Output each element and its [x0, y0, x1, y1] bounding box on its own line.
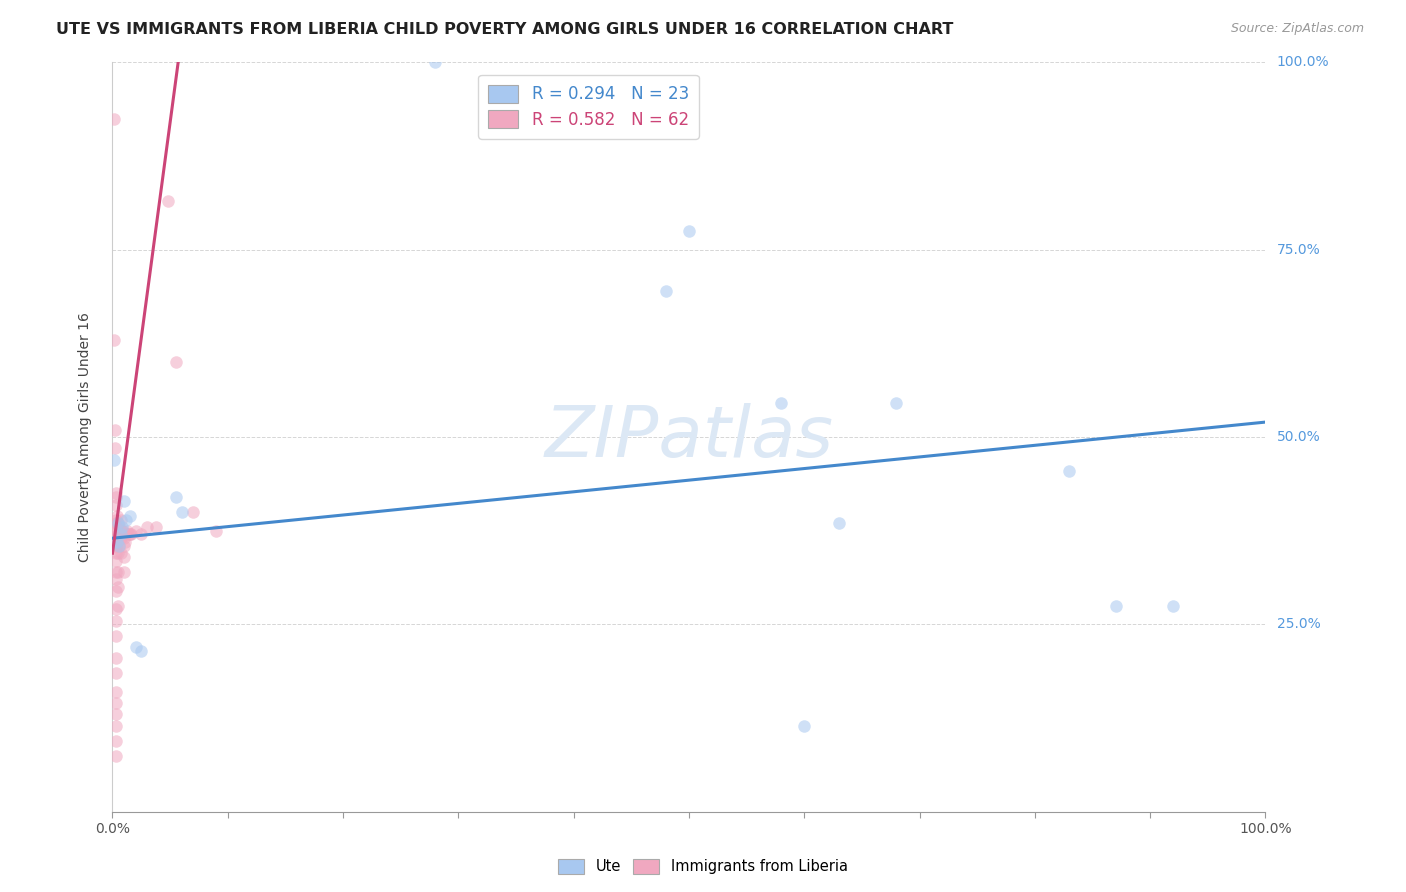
Point: [111, 524, 134, 538]
Point: [107, 516, 129, 531]
Point: [104, 733, 127, 747]
Point: [104, 718, 127, 732]
Point: [108, 539, 131, 553]
Point: [678, 224, 700, 238]
Point: [181, 505, 204, 519]
Point: [107, 527, 129, 541]
Point: [655, 284, 678, 298]
Point: [107, 546, 129, 560]
Point: [156, 194, 179, 208]
Point: [104, 602, 127, 616]
Point: [120, 527, 142, 541]
Point: [110, 546, 132, 560]
Point: [1104, 599, 1126, 613]
Point: [104, 516, 127, 531]
Point: [103, 452, 125, 467]
Point: [110, 512, 132, 526]
Point: [104, 748, 127, 763]
Point: [108, 520, 131, 534]
Text: 25.0%: 25.0%: [1277, 617, 1320, 632]
Text: UTE VS IMMIGRANTS FROM LIBERIA CHILD POVERTY AMONG GIRLS UNDER 16 CORRELATION CH: UTE VS IMMIGRANTS FROM LIBERIA CHILD POV…: [56, 22, 953, 37]
Text: Source: ZipAtlas.com: Source: ZipAtlas.com: [1230, 22, 1364, 36]
Point: [104, 535, 127, 549]
Point: [124, 524, 146, 538]
Point: [111, 520, 134, 534]
Point: [112, 531, 135, 545]
Point: [136, 520, 159, 534]
Point: [105, 524, 128, 538]
Point: [104, 583, 127, 598]
Point: [165, 490, 187, 504]
Point: [117, 524, 139, 538]
Point: [104, 666, 127, 681]
Point: [104, 554, 127, 568]
Point: [165, 355, 187, 369]
Point: [108, 539, 131, 553]
Y-axis label: Child Poverty Among Girls Under 16: Child Poverty Among Girls Under 16: [77, 312, 91, 562]
Point: [104, 685, 127, 699]
Point: [114, 535, 136, 549]
Point: [1059, 464, 1081, 478]
Text: 75.0%: 75.0%: [1277, 243, 1320, 257]
Point: [104, 490, 127, 504]
Point: [104, 498, 127, 512]
Point: [104, 651, 127, 665]
Point: [105, 535, 128, 549]
Text: 100.0%: 100.0%: [1277, 55, 1330, 70]
Point: [103, 333, 125, 347]
Point: [770, 396, 793, 410]
Point: [170, 505, 193, 519]
Point: [104, 512, 127, 526]
Point: [1161, 599, 1184, 613]
Point: [124, 640, 146, 654]
Point: [115, 512, 138, 526]
Text: 50.0%: 50.0%: [1277, 430, 1320, 444]
Point: [104, 524, 127, 538]
Legend: R = 0.294   N = 23, R = 0.582   N = 62: R = 0.294 N = 23, R = 0.582 N = 62: [478, 75, 699, 138]
Point: [117, 527, 139, 541]
Point: [105, 535, 128, 549]
Point: [118, 508, 141, 523]
Point: [793, 718, 815, 732]
Point: [104, 539, 127, 553]
Point: [118, 527, 141, 541]
Point: [205, 524, 228, 538]
Point: [112, 549, 135, 564]
Point: [115, 527, 138, 541]
Point: [104, 573, 127, 587]
Point: [104, 707, 127, 722]
Point: [105, 508, 128, 523]
Point: [111, 524, 134, 538]
Point: [104, 423, 127, 437]
Point: [112, 539, 135, 553]
Point: [129, 527, 153, 541]
Point: [104, 486, 127, 500]
Point: [107, 565, 129, 579]
Point: [112, 565, 135, 579]
Point: [107, 580, 129, 594]
Point: [425, 55, 447, 70]
Text: ZIPatlas: ZIPatlas: [544, 402, 834, 472]
Point: [107, 599, 129, 613]
Point: [145, 520, 167, 534]
Legend: Ute, Immigrants from Liberia: Ute, Immigrants from Liberia: [553, 853, 853, 880]
Point: [104, 629, 127, 643]
Point: [828, 516, 851, 531]
Point: [110, 527, 132, 541]
Point: [104, 442, 127, 456]
Point: [104, 546, 127, 560]
Point: [886, 396, 908, 410]
Point: [104, 614, 127, 628]
Point: [110, 531, 132, 545]
Point: [104, 565, 127, 579]
Point: [103, 112, 125, 126]
Point: [112, 493, 135, 508]
Point: [104, 696, 127, 710]
Point: [129, 643, 153, 657]
Point: [107, 516, 129, 531]
